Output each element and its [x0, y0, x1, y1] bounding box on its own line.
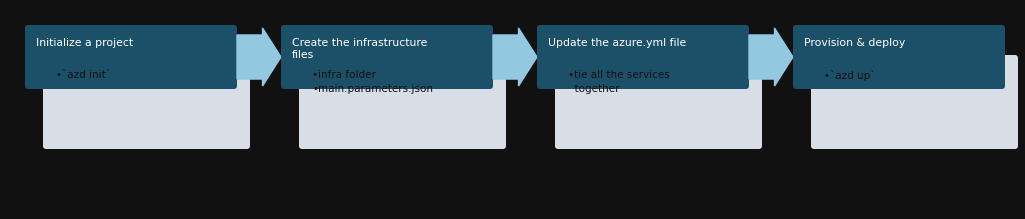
Text: Provision & deploy: Provision & deploy [804, 38, 905, 48]
FancyBboxPatch shape [281, 25, 493, 89]
Polygon shape [493, 28, 537, 86]
Polygon shape [749, 28, 793, 86]
FancyBboxPatch shape [25, 25, 237, 89]
Text: Create the infrastructure
files: Create the infrastructure files [292, 38, 427, 60]
Text: Initialize a project: Initialize a project [36, 38, 133, 48]
FancyBboxPatch shape [43, 55, 250, 149]
Polygon shape [237, 28, 281, 86]
FancyBboxPatch shape [299, 55, 506, 149]
FancyBboxPatch shape [811, 55, 1018, 149]
Text: •`azd up`: •`azd up` [824, 70, 875, 81]
Text: •infra folder
•main.parameters.json: •infra folder •main.parameters.json [312, 70, 433, 94]
FancyBboxPatch shape [555, 55, 762, 149]
FancyBboxPatch shape [537, 25, 749, 89]
Text: Update the azure.yml file: Update the azure.yml file [548, 38, 687, 48]
FancyBboxPatch shape [793, 25, 1004, 89]
Text: •tie all the services
  together: •tie all the services together [568, 70, 669, 94]
Text: •`azd init`: •`azd init` [56, 70, 111, 80]
